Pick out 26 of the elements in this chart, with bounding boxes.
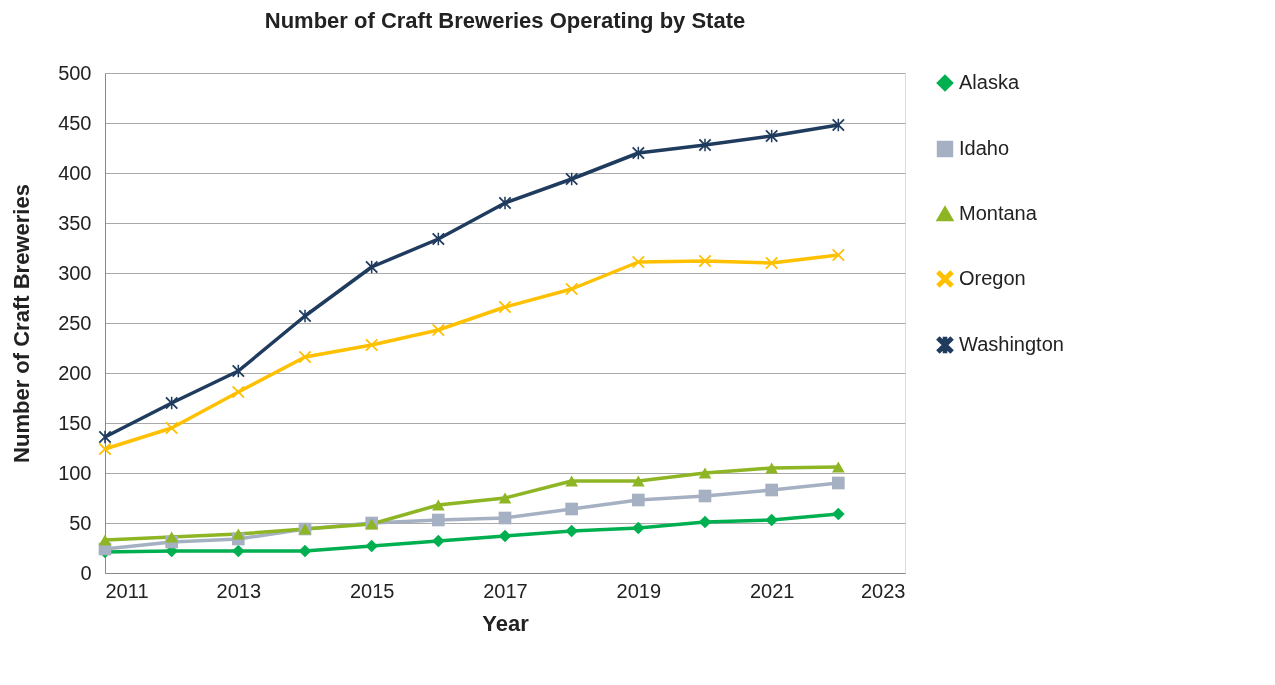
x-tick-label: 2013 — [216, 579, 262, 602]
x-tick-label: 2021 — [749, 579, 795, 602]
x-tick-label: 2023 — [861, 579, 906, 602]
y-tick-label: 400 — [58, 161, 92, 184]
x-axis-title: Year — [482, 610, 530, 636]
y-axis-title: Number of Craft Breweries — [9, 184, 35, 463]
y-tick-label: 150 — [58, 411, 92, 434]
y-tick-label: 0 — [80, 561, 92, 584]
y-tick-label: 450 — [58, 111, 92, 134]
x-tick-label: 2015 — [349, 579, 395, 602]
legend-label: Idaho — [959, 137, 1010, 159]
y-tick-label: 350 — [58, 211, 92, 234]
y-tick-label: 50 — [69, 511, 92, 534]
y-tick-label: 300 — [58, 261, 92, 284]
y-tick-label: 100 — [58, 461, 92, 484]
legend-label: Oregon — [959, 267, 1026, 289]
y-tick-label: 500 — [58, 61, 92, 84]
y-tick-label: 200 — [58, 361, 92, 384]
chart-title: Number of Craft Breweries Operating by State — [264, 8, 746, 33]
x-tick-label: 2011 — [105, 579, 149, 602]
x-tick-label: 2019 — [616, 579, 662, 602]
legend-label: Alaska — [959, 71, 1020, 93]
y-tick-label: 250 — [58, 311, 92, 334]
x-tick-label: 2017 — [483, 579, 528, 602]
legend-label: Montana — [959, 202, 1038, 224]
legend-label: Washington — [959, 333, 1064, 355]
